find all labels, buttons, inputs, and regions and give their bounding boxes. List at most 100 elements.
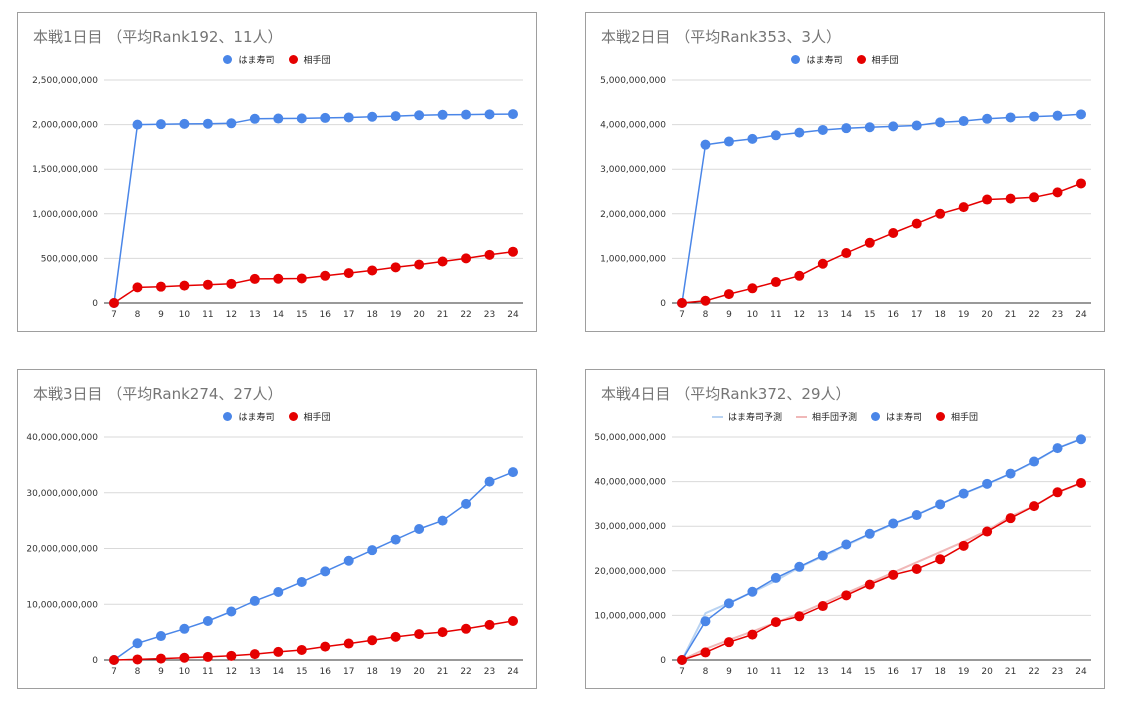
- chart-legend: はま寿司 相手団: [18, 53, 536, 66]
- data-point: [390, 534, 401, 545]
- data-point: [109, 298, 119, 308]
- legend-item: 相手団予測: [795, 410, 857, 423]
- data-point: [226, 118, 237, 129]
- y-tick-label: 20,000,000,000: [594, 567, 666, 577]
- data-point: [202, 279, 213, 290]
- y-tick-label: 10,000,000,000: [26, 600, 98, 610]
- x-tick-label: 23: [1052, 310, 1063, 320]
- legend-item: はま寿司: [871, 410, 922, 423]
- y-tick-label: 1,500,000,000: [32, 165, 98, 175]
- chart-legend: はま寿司 相手団: [18, 410, 536, 423]
- data-point: [770, 572, 781, 583]
- legend-item: はま寿司予測: [711, 410, 782, 423]
- data-point: [841, 123, 852, 134]
- data-point: [343, 112, 354, 123]
- x-tick-label: 12: [226, 310, 237, 320]
- data-point: [179, 280, 190, 291]
- y-tick-label: 500,000,000: [41, 254, 99, 264]
- x-tick-label: 20: [981, 667, 993, 677]
- data-point: [461, 623, 472, 634]
- data-point: [1029, 111, 1040, 122]
- data-point: [202, 118, 213, 129]
- chart-title: 本戦1日目 （平均Rank192、11人）: [33, 28, 283, 46]
- x-tick-label: 16: [320, 667, 332, 677]
- x-tick-label: 23: [484, 667, 495, 677]
- data-point: [249, 273, 260, 284]
- x-tick-label: 18: [934, 310, 946, 320]
- x-tick-label: 10: [179, 310, 191, 320]
- series-line: [681, 113, 1082, 304]
- x-tick-label: 19: [958, 310, 970, 320]
- y-tick-label: 40,000,000,000: [594, 478, 666, 488]
- y-tick-label: 2,500,000,000: [32, 76, 98, 86]
- data-point: [179, 118, 190, 129]
- data-point: [155, 281, 166, 292]
- data-point: [390, 262, 401, 273]
- x-tick-label: 21: [1005, 667, 1016, 677]
- y-tick-label: 2,000,000,000: [600, 210, 666, 220]
- legend-item: 相手団: [288, 410, 331, 423]
- x-tick-label: 13: [249, 310, 260, 320]
- data-point: [935, 554, 946, 565]
- x-tick-label: 22: [1028, 310, 1039, 320]
- data-point: [296, 644, 307, 655]
- data-point: [982, 478, 993, 489]
- data-point: [958, 488, 969, 499]
- data-point: [202, 651, 213, 662]
- legend-label: 相手団: [951, 413, 979, 423]
- data-point: [817, 258, 828, 269]
- data-point: [132, 638, 143, 649]
- legend-marker-line: [711, 415, 723, 418]
- data-point: [484, 109, 495, 120]
- data-point: [508, 246, 518, 257]
- data-point: [677, 655, 687, 665]
- x-tick-label: 18: [366, 667, 378, 677]
- data-point: [461, 253, 472, 264]
- data-point: [888, 518, 899, 529]
- x-tick-label: 9: [726, 667, 732, 677]
- data-point: [911, 120, 922, 131]
- x-tick-label: 13: [817, 310, 828, 320]
- x-tick-label: 13: [817, 667, 828, 677]
- data-point: [132, 282, 143, 293]
- chart-panel-day4: 本戦4日目 （平均Rank372、29人） はま寿司予測 相手団予測 はま寿司 相手団…: [585, 369, 1105, 689]
- data-point: [461, 498, 472, 509]
- data-point: [958, 116, 969, 127]
- data-point: [677, 298, 687, 308]
- x-tick-label: 24: [507, 667, 519, 677]
- x-tick-label: 14: [841, 667, 853, 677]
- x-tick-label: 19: [390, 310, 402, 320]
- y-tick-label: 0: [660, 656, 666, 666]
- data-point: [747, 629, 758, 640]
- legend-marker-dot: [288, 55, 298, 64]
- data-point: [461, 109, 472, 120]
- x-tick-label: 14: [273, 667, 285, 677]
- data-point: [296, 113, 307, 124]
- y-tick-label: 0: [92, 299, 98, 309]
- data-point: [817, 124, 828, 135]
- data-point: [700, 139, 711, 150]
- y-tick-label: 1,000,000,000: [600, 254, 666, 264]
- data-point: [1052, 110, 1063, 121]
- data-point: [414, 629, 425, 640]
- x-tick-label: 8: [703, 310, 709, 320]
- y-tick-label: 2,000,000,000: [32, 121, 98, 131]
- data-point: [1076, 477, 1086, 488]
- x-tick-label: 10: [179, 667, 191, 677]
- x-tick-label: 20: [413, 310, 425, 320]
- x-tick-label: 15: [864, 310, 875, 320]
- legend-item: 相手団: [288, 53, 331, 66]
- x-tick-label: 21: [437, 310, 448, 320]
- data-point: [770, 617, 781, 628]
- data-point: [888, 121, 899, 132]
- data-point: [841, 590, 852, 601]
- data-point: [508, 467, 518, 478]
- data-point: [320, 566, 331, 577]
- chart-legend: はま寿司予測 相手団予測 はま寿司 相手団: [586, 410, 1104, 423]
- data-point: [982, 526, 993, 537]
- x-tick-label: 23: [484, 310, 495, 320]
- x-tick-label: 14: [273, 310, 285, 320]
- series-line: [113, 250, 514, 304]
- x-tick-label: 17: [343, 310, 354, 320]
- y-tick-label: 5,000,000,000: [600, 76, 666, 86]
